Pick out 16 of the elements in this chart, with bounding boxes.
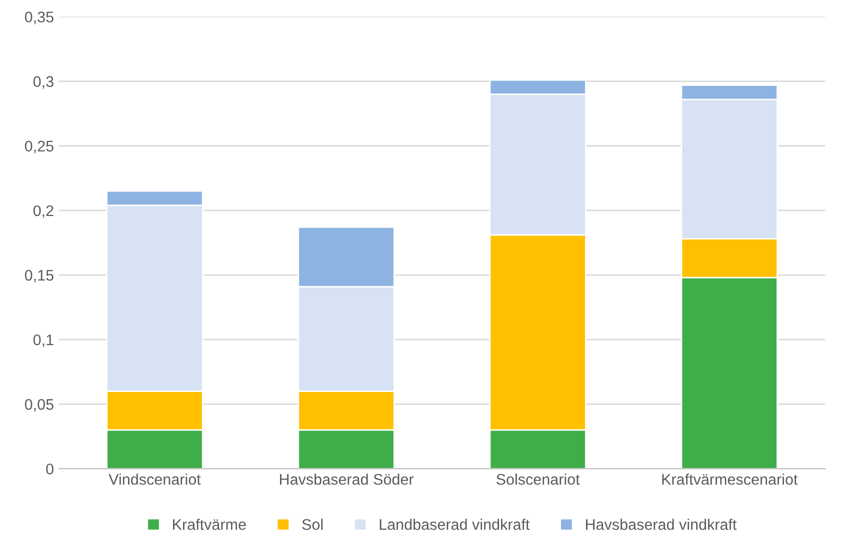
legend-label: Havsbaserad vindkraft bbox=[586, 518, 737, 530]
x-tick-label: Vindscenariot bbox=[108, 474, 201, 485]
x-tick-label: Solscenariot bbox=[496, 474, 580, 485]
y-tick-label: 0,3 bbox=[33, 76, 54, 89]
x-tick-label: Kraftvärmescenariot bbox=[662, 474, 798, 485]
y-tick-label: 0,15 bbox=[24, 270, 54, 283]
y-tick-label: 0,35 bbox=[24, 12, 54, 24]
legend-label: Kraftvärme bbox=[173, 518, 246, 530]
y-tick-label: 0,2 bbox=[33, 205, 54, 218]
legend-label: Sol bbox=[302, 518, 323, 530]
x-tick-label: Havsbaserad Söder bbox=[280, 474, 414, 485]
y-tick-label: 0,25 bbox=[24, 140, 54, 154]
legend-label: Landbaserad vindkraft bbox=[380, 518, 530, 530]
y-tick-label: 0,1 bbox=[33, 334, 54, 348]
y-tick-label: 0,05 bbox=[24, 399, 54, 412]
y-tick-label: 0 bbox=[46, 464, 54, 474]
